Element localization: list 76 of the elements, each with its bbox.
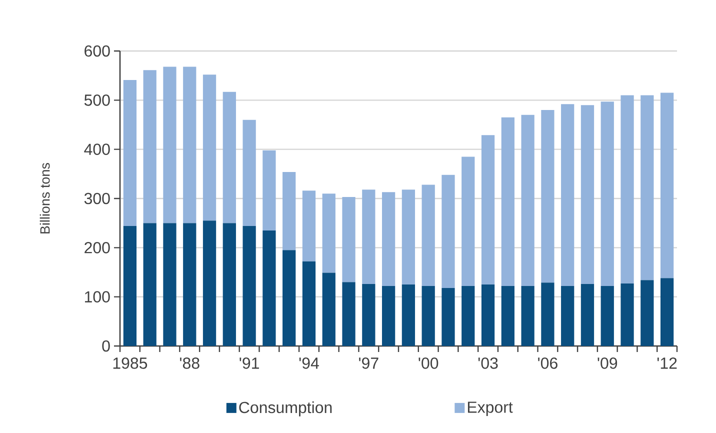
y-tick-label: 200 — [84, 242, 110, 254]
bar — [322, 272, 336, 346]
x-tick-label: 1985 — [113, 358, 148, 369]
bar — [481, 135, 495, 285]
bar — [580, 284, 594, 346]
bar — [620, 284, 634, 346]
bar — [282, 172, 296, 250]
bar — [521, 114, 534, 286]
bar — [660, 92, 674, 278]
bar — [302, 190, 316, 262]
bar — [541, 282, 554, 346]
x-tick-label: '06 — [538, 358, 558, 369]
bar — [640, 95, 654, 280]
y-axis-title: Billions tons — [40, 162, 50, 234]
bar — [143, 223, 156, 346]
bar — [143, 70, 156, 224]
bar — [402, 190, 416, 285]
bar — [382, 192, 396, 286]
bar — [123, 226, 137, 346]
y-tick-label: 100 — [85, 291, 110, 302]
bar — [462, 286, 475, 346]
y-tick-label: 600 — [84, 45, 110, 57]
y-tick-label: 500 — [84, 94, 110, 106]
bar — [501, 286, 514, 346]
bar — [163, 66, 176, 224]
bar — [222, 92, 236, 224]
bar — [342, 197, 356, 282]
bar — [442, 288, 455, 346]
bar — [342, 282, 356, 346]
bar — [521, 286, 534, 346]
bar — [600, 102, 614, 286]
bar — [422, 286, 435, 346]
x-tick-label: '00 — [418, 358, 438, 369]
bar — [481, 284, 495, 346]
bar — [262, 150, 276, 230]
x-tick-label: '88 — [180, 358, 200, 369]
x-tick-label: '12 — [657, 358, 677, 369]
bar — [202, 74, 216, 221]
bar — [382, 286, 396, 346]
y-tick-label: 400 — [84, 144, 110, 155]
x-tick-label: '97 — [359, 358, 378, 369]
y-tick-label: 0 — [102, 340, 110, 352]
y-tick-label: 300 — [84, 192, 110, 204]
bar — [422, 184, 435, 286]
bar — [362, 190, 376, 284]
bar — [262, 230, 276, 346]
bar — [620, 95, 634, 284]
x-tick-label: '94 — [299, 358, 319, 369]
bar — [123, 80, 137, 226]
bar — [282, 250, 296, 346]
bar — [561, 286, 574, 346]
bar — [561, 104, 574, 286]
bar — [202, 220, 216, 346]
bar — [242, 120, 256, 226]
bar — [640, 280, 654, 346]
legend-label: Consumption — [239, 401, 332, 416]
x-tick-label: '03 — [478, 358, 498, 369]
bar — [442, 174, 455, 288]
bar — [322, 194, 336, 273]
bar — [242, 226, 256, 346]
x-tick-label: '91 — [240, 358, 259, 369]
bar — [183, 66, 196, 224]
bar — [362, 284, 376, 346]
bar — [402, 284, 416, 346]
bar — [163, 223, 176, 346]
bar — [222, 223, 236, 346]
bar — [580, 105, 594, 284]
bar — [183, 223, 196, 346]
bar — [660, 278, 674, 346]
bar — [600, 286, 614, 346]
bar — [462, 156, 475, 286]
bar — [302, 261, 316, 346]
bar — [541, 110, 554, 283]
legend-label: Export — [468, 402, 513, 416]
bar — [501, 117, 514, 286]
x-tick-label: '09 — [598, 358, 618, 369]
